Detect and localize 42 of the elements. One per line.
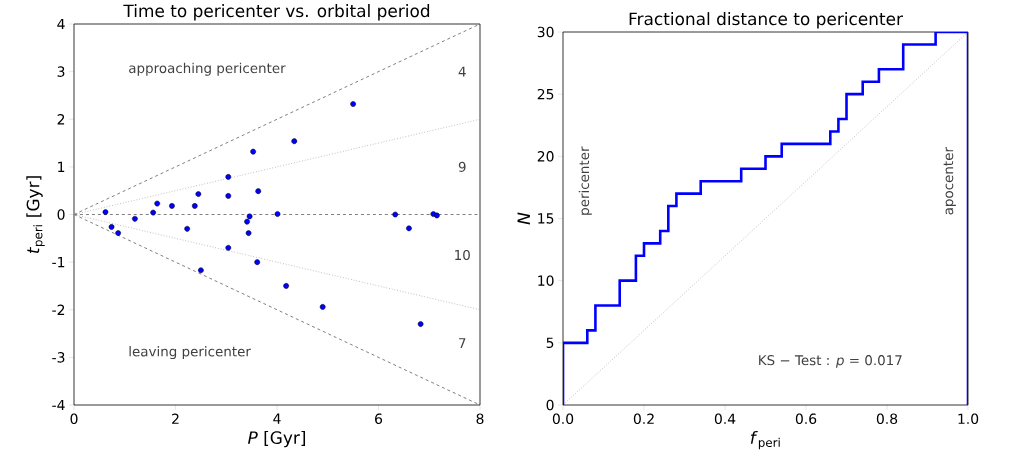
- y-tick-label: 30: [537, 26, 554, 38]
- y-axis-title: t$_{peri}$ [Gyr]: [26, 176, 45, 254]
- y-tick-label: 20: [537, 151, 554, 162]
- chart-title: Time to pericenter vs. orbital period: [123, 4, 430, 21]
- chart-title: Fractional distance to pericenter: [629, 12, 903, 29]
- y-tick-label: -2: [52, 304, 65, 315]
- y-tick-label: 5: [546, 337, 554, 349]
- x-tick-label: 2: [172, 413, 179, 424]
- y-tick-label: -3: [52, 352, 65, 363]
- annotation: pericenter: [578, 146, 592, 215]
- annotation: 9: [458, 161, 466, 172]
- annotation: 4: [458, 66, 466, 77]
- x-tick-label: 1.0: [958, 413, 979, 425]
- y-tick-label: -1: [52, 257, 65, 268]
- x-tick-label: 8: [476, 413, 484, 425]
- annotation: approaching pericenter: [129, 62, 286, 76]
- y-axis-title: N: [517, 212, 530, 225]
- annotation: KS − Test : p = 0.017: [759, 355, 902, 368]
- x-tick-label: 0.6: [795, 413, 817, 425]
- annotation: apocenter: [943, 147, 956, 215]
- y-tick-label: 15: [538, 213, 554, 224]
- x-tick-label: 0.2: [633, 413, 654, 425]
- y-tick-label: 1: [58, 161, 65, 172]
- y-tick-label: 10: [538, 275, 554, 286]
- annotation: leaving pericenter: [129, 346, 251, 360]
- x-tick-label: 0: [70, 413, 78, 425]
- annotation: 10: [455, 249, 470, 261]
- y-tick-label: 0: [57, 209, 65, 220]
- y-tick-label: 25: [537, 88, 554, 100]
- x-tick-label: 0.0: [552, 413, 574, 425]
- y-tick-label: -4: [52, 399, 65, 411]
- y-tick-label: 2: [57, 114, 65, 125]
- x-axis-title: P [Gyr]: [247, 430, 306, 448]
- y-tick-label: 4: [57, 18, 65, 30]
- y-tick-label: 0: [546, 399, 554, 411]
- x-tick-label: 0.4: [714, 413, 736, 425]
- x-axis-title: f$_{peri}$: [750, 430, 780, 450]
- x-tick-label: 0.8: [876, 413, 898, 425]
- x-tick-label: 6: [375, 413, 383, 425]
- x-tick-label: 4: [273, 413, 281, 424]
- y-tick-label: 3: [57, 66, 65, 77]
- annotation: 7: [459, 338, 466, 348]
